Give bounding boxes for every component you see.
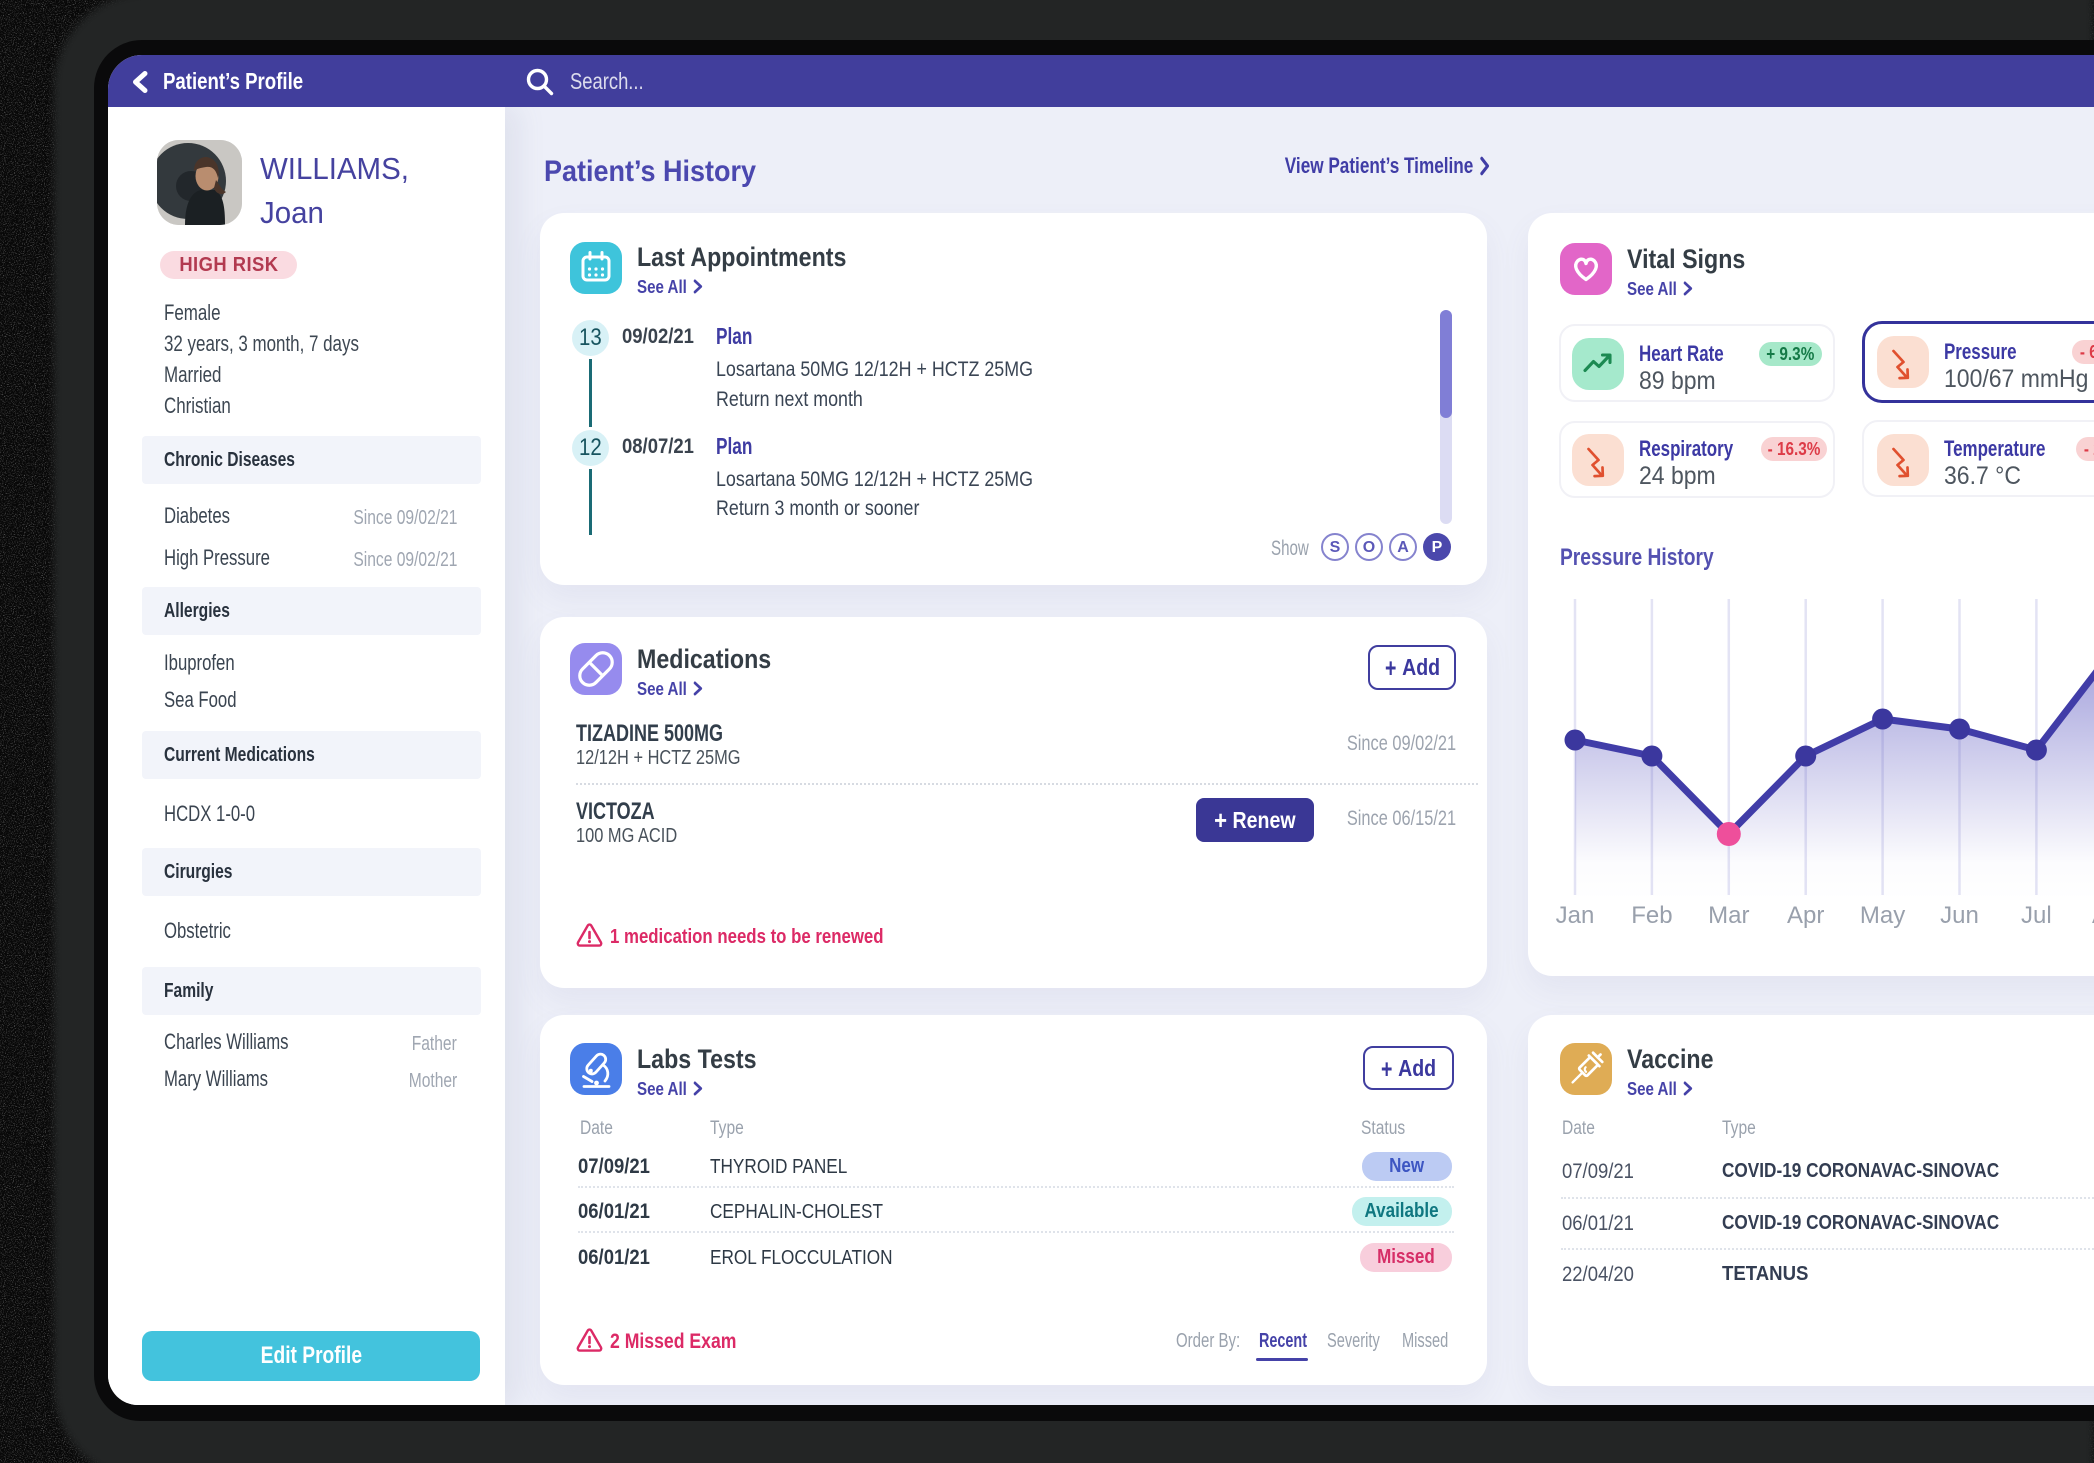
svg-text:May: May: [1860, 902, 1905, 929]
svg-text:Feb: Feb: [1631, 902, 1672, 929]
svg-text:Apr: Apr: [1787, 902, 1824, 929]
svg-text:Jun: Jun: [1940, 902, 1979, 929]
svg-text:Aug: Aug: [2092, 902, 2094, 929]
svg-text:Jan: Jan: [1556, 902, 1595, 929]
svg-text:Mar: Mar: [1708, 902, 1749, 929]
svg-text:Jul: Jul: [2021, 902, 2052, 929]
